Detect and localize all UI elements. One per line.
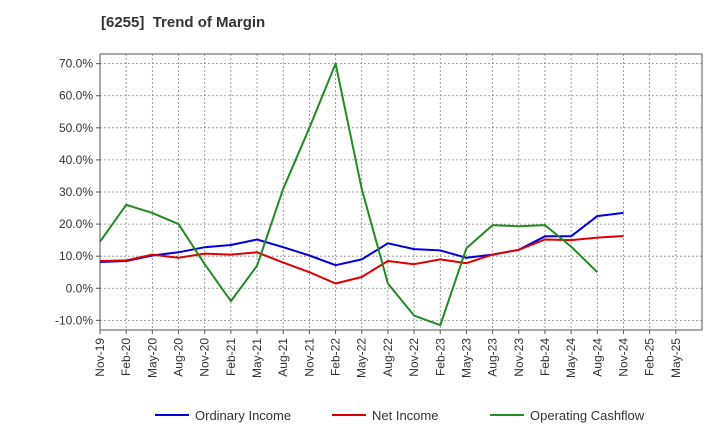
legend-label-operating-cashflow: Operating Cashflow: [530, 408, 645, 423]
chart-title: [6255] Trend of Margin: [101, 14, 266, 31]
x-tick-label: May-25: [669, 338, 683, 378]
x-tick-label: Feb-22: [329, 338, 343, 376]
x-axis-ticks: Nov-19 Feb-20 May-20 Aug-20 Nov-20 Feb-21 May-…: [93, 330, 683, 378]
x-tick-label: Feb-25: [643, 338, 657, 376]
y-tick-label: 70.0%: [59, 57, 93, 71]
series-line-operating-cashflow: [99, 62, 598, 327]
y-tick-label: 20.0%: [59, 217, 93, 231]
x-tick-label: Aug-21: [276, 338, 290, 377]
x-tick-label: Feb-21: [224, 338, 238, 376]
x-tick-label: Feb-23: [433, 338, 447, 376]
x-tick-label: Aug-22: [381, 338, 395, 377]
legend: Ordinary Income Net Income Operating Cashf…: [155, 408, 645, 423]
y-tick-label: 40.0%: [59, 153, 93, 167]
x-tick-label: May-23: [459, 338, 473, 378]
x-tick-label: Aug-23: [486, 338, 500, 377]
x-tick-label: Nov-20: [198, 338, 212, 377]
y-tick-label: 50.0%: [59, 121, 93, 135]
y-tick-label: 30.0%: [59, 185, 93, 199]
x-tick-label: Feb-20: [119, 338, 133, 376]
series-line-ordinary-income: [99, 211, 624, 267]
grid-lines: [99, 54, 703, 330]
x-tick-label: May-20: [145, 338, 159, 378]
y-tick-label: -10.0%: [55, 313, 93, 327]
series-lines: [99, 62, 624, 327]
x-tick-label: Nov-21: [302, 338, 316, 377]
x-tick-label: Nov-23: [512, 338, 526, 377]
series-line-net-income: [99, 235, 624, 285]
y-tick-label: 10.0%: [59, 249, 93, 263]
x-tick-label: Aug-24: [590, 338, 604, 377]
x-tick-label: Nov-19: [93, 338, 107, 377]
x-tick-label: Nov-22: [407, 338, 421, 377]
x-tick-label: May-24: [564, 338, 578, 378]
x-tick-label: Aug-20: [172, 338, 186, 377]
legend-label-net-income: Net Income: [372, 408, 438, 423]
y-tick-label: 60.0%: [59, 89, 93, 103]
x-tick-label: May-22: [355, 338, 369, 378]
x-tick-label: May-21: [250, 338, 264, 378]
y-axis-ticks: 70.0% 60.0% 50.0% 40.0% 30.0% 20.0% 10.0% 0.0% -…: [55, 57, 100, 327]
x-tick-label: Feb-24: [538, 338, 552, 376]
x-tick-label: Nov-24: [616, 338, 630, 377]
legend-label-ordinary-income: Ordinary Income: [195, 408, 291, 423]
y-tick-label: 0.0%: [66, 281, 94, 295]
